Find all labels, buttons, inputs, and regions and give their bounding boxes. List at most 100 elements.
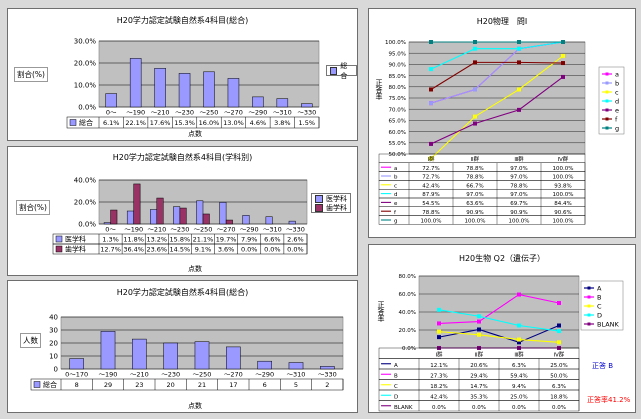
x-tick-label: Ⅰ群	[435, 351, 443, 359]
x-tick-label: 〜210	[130, 371, 149, 379]
y-axis-label: 割合(%)	[14, 67, 48, 82]
x-tick-label: 〜210	[147, 226, 166, 234]
legend-swatch	[315, 194, 323, 203]
bar	[103, 222, 111, 225]
data-label: 97.0%	[466, 192, 483, 198]
y-tick-label: 65.0%	[389, 119, 406, 125]
data-label: 0.0%	[287, 246, 304, 254]
data-label: 87.9%	[422, 192, 439, 198]
legend-label: D	[597, 311, 602, 319]
bar	[163, 342, 178, 370]
legend-marker	[605, 99, 609, 103]
data-point	[557, 329, 561, 334]
legend-item: 歯学科	[312, 203, 350, 212]
legend-label: d	[615, 97, 619, 105]
data-label: 4.6%	[250, 119, 267, 127]
data-point	[473, 60, 477, 65]
x-axis-label: 点数	[188, 402, 202, 410]
x-tick-label: 〜230	[170, 226, 189, 234]
x-tick-label: 〜290	[240, 226, 259, 234]
data-label: 15.3%	[174, 119, 195, 127]
data-label: 42.4%	[422, 183, 439, 189]
data-point	[429, 141, 433, 146]
data-label: 5	[294, 381, 298, 389]
data-label: 78.8%	[466, 175, 483, 181]
bar	[257, 360, 272, 370]
table-series-label: e	[394, 201, 398, 207]
y-tick-label: 70.0%	[389, 107, 406, 113]
data-label: 0.0%	[241, 246, 258, 254]
x-tick-label: 〜310	[287, 371, 306, 379]
data-label: 90.6%	[554, 210, 571, 216]
data-point	[473, 121, 477, 126]
bar	[276, 98, 289, 108]
data-label: 2.6%	[287, 236, 304, 244]
data-label: 6.1%	[103, 119, 120, 127]
legend-marker	[605, 90, 609, 94]
legend-label: e	[615, 106, 619, 114]
y-tick-label: 50.0%	[389, 152, 406, 158]
legend-marker	[587, 322, 591, 326]
legend-marker	[587, 295, 591, 299]
data-label: 0.0%	[432, 405, 446, 411]
table-series-label: b	[394, 175, 398, 181]
x-tick-label: 〜250	[194, 226, 213, 234]
data-label: 18.8%	[550, 395, 567, 401]
bar	[105, 93, 117, 108]
y-tick-label: 20.0%	[74, 60, 97, 68]
data-label: 16.0%	[199, 119, 220, 127]
x-tick-label: Ⅳ群	[554, 351, 565, 359]
bar	[178, 73, 191, 108]
data-label: 6.6%	[264, 236, 281, 244]
data-label: 78.8%	[422, 210, 439, 216]
bar	[150, 209, 158, 225]
data-label: 7.9%	[241, 236, 258, 244]
data-label: 29	[104, 381, 112, 389]
data-point	[477, 319, 481, 324]
data-label: 50.0%	[550, 374, 567, 380]
x-tick-label: Ⅱ群	[471, 155, 480, 163]
chart-panel-biology: H20生物 Q2（遺伝子） 正答率 0.0% 20.0% 40.0% 60.0% 80.…	[368, 244, 636, 413]
data-label: 1.3%	[102, 236, 119, 244]
x-tick-label: 〜310	[273, 109, 292, 117]
table-series-label: 総合	[79, 118, 93, 127]
data-point	[517, 292, 521, 297]
data-label: 0.0%	[552, 405, 566, 411]
data-label: 20.6%	[470, 363, 487, 369]
legend-marker	[605, 81, 609, 85]
bar	[288, 220, 296, 225]
data-label: 90.9%	[466, 210, 483, 216]
x-axis-label: 点数	[188, 265, 202, 273]
data-label: 36.4%	[123, 246, 144, 254]
data-label: 100.0%	[421, 219, 442, 225]
data-point	[429, 87, 433, 92]
data-label: 84.4%	[554, 201, 571, 207]
data-label: 25.0%	[510, 395, 527, 401]
data-label: 25.0%	[550, 363, 567, 369]
y-tick-label: 40.0%	[399, 310, 416, 316]
table-series-label: BLANK	[394, 405, 413, 411]
x-tick-label: Ⅲ群	[514, 351, 524, 359]
bar	[265, 216, 273, 225]
data-label: 78.8%	[510, 183, 527, 189]
bar	[194, 341, 210, 370]
data-point	[437, 307, 441, 312]
data-point	[437, 329, 441, 334]
table-series-label: 医学科	[65, 235, 86, 244]
x-tick-label: Ⅰ群	[427, 155, 435, 163]
data-label: 3.8%	[274, 119, 291, 127]
data-point	[561, 53, 565, 58]
data-point	[517, 40, 521, 44]
table-series-label: D	[394, 395, 398, 401]
data-label: 12.7%	[100, 246, 121, 254]
legend-marker	[587, 304, 591, 308]
x-tick-label: 0〜170	[65, 371, 88, 379]
x-tick-label: 〜290	[248, 109, 267, 117]
legend-marker	[587, 286, 591, 290]
table-legend-key	[55, 235, 63, 243]
data-label: 21	[198, 381, 206, 389]
data-point	[429, 156, 433, 161]
data-label: 20	[167, 381, 175, 389]
table-legend-key	[33, 381, 41, 388]
bar	[100, 331, 116, 370]
